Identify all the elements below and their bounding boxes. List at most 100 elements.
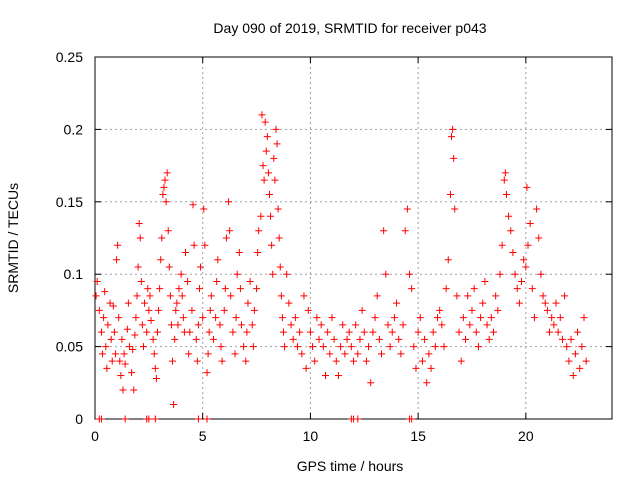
data-point [485,335,493,343]
data-point [453,292,461,300]
data-point [367,379,375,387]
data-point [571,350,579,358]
data-point [556,314,564,322]
data-point [128,369,136,377]
data-point [569,372,577,380]
data-point [459,314,467,322]
data-point [225,198,233,206]
data-point [104,321,112,329]
data-point [244,299,252,307]
data-point [267,212,275,220]
data-point [302,364,310,372]
data-point [502,191,510,199]
data-point [490,328,498,336]
data-point [130,386,138,394]
data-point [152,374,160,382]
data-point [408,285,416,293]
data-point [339,321,347,329]
data-point [121,415,129,423]
data-point [158,234,166,242]
data-point [179,314,187,322]
data-point [261,118,269,126]
data-point [278,314,286,322]
data-point [139,343,147,351]
data-point [530,314,538,322]
data-point [268,241,276,249]
data-point [539,292,547,300]
data-point [425,350,433,358]
data-point [345,328,353,336]
data-point [470,285,478,293]
data-point [526,220,534,228]
data-point [384,321,392,329]
data-point [406,270,414,278]
data-point [436,306,444,314]
data-point [477,314,485,322]
data-point [468,306,476,314]
data-point [354,415,362,423]
data-point [332,357,340,365]
data-point [427,364,435,372]
y-tick-label: 0.05 [56,339,83,355]
data-point [412,364,420,372]
data-point [253,285,261,293]
data-point [146,292,154,300]
data-point [446,191,454,199]
data-point [520,256,528,264]
data-point [272,125,280,133]
data-point [177,270,185,278]
data-points [92,111,590,423]
data-point [444,256,452,264]
data-point [457,357,465,365]
y-tick-label: 0.2 [64,121,84,137]
data-point [102,343,110,351]
data-point [237,321,245,329]
y-tick-labels: 0 0.05 0.1 0.15 0.2 0.25 [56,49,83,427]
data-point [222,234,230,242]
data-point [118,335,126,343]
data-point [524,241,532,249]
data-point [217,343,225,351]
data-point [227,292,235,300]
data-point [550,321,558,329]
data-point [440,343,448,351]
data-point [373,292,381,300]
data-point [388,328,396,336]
data-point [205,328,213,336]
data-point [213,277,221,285]
data-point [165,263,173,271]
data-point [317,321,325,329]
data-point [533,205,541,213]
data-point [137,277,145,285]
data-point [255,227,263,235]
data-point [283,270,291,278]
axis-ticks [94,56,612,420]
data-point [204,350,212,358]
data-point [281,343,289,351]
data-point [153,328,161,336]
data-point [111,350,119,358]
data-point [354,350,362,358]
data-point [479,299,487,307]
data-point [483,321,491,329]
data-point [203,369,211,377]
data-point [375,335,383,343]
data-point [164,227,172,235]
data-point [133,292,141,300]
data-point [195,285,203,293]
data-point [212,314,220,322]
data-point [352,321,360,329]
data-point [369,328,377,336]
data-point [285,299,293,307]
data-point [116,357,124,365]
data-point [181,248,189,256]
data-point [276,263,284,271]
data-point [233,270,241,278]
data-point [380,227,388,235]
y-tick-label: 0.15 [56,194,83,210]
data-point [298,350,306,358]
data-point [270,154,278,162]
data-point [151,415,159,423]
data-point [306,328,314,336]
data-point [328,314,336,322]
